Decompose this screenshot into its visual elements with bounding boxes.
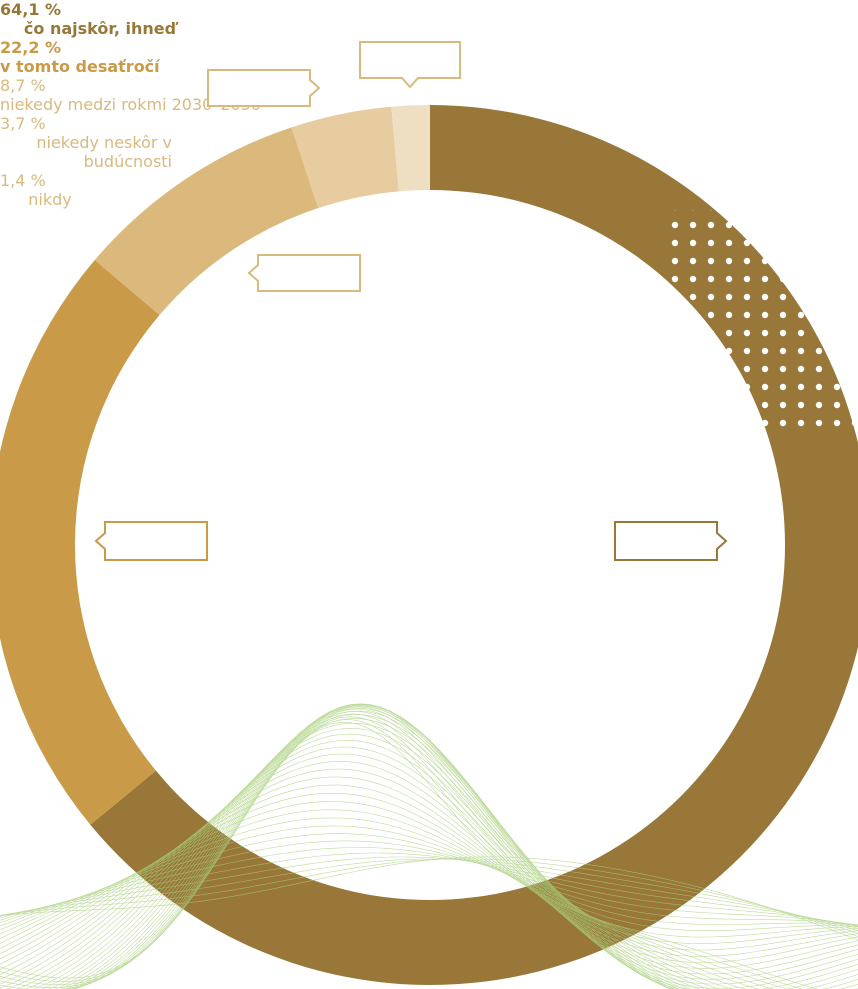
decor-wave — [48, 707, 676, 989]
decor-wave — [33, 714, 858, 989]
decor-wave — [0, 856, 858, 941]
decor-wave — [0, 840, 858, 926]
decor-wave — [0, 833, 858, 927]
donut-segment — [291, 106, 399, 209]
category-label: v tomto desaťročí — [0, 57, 160, 76]
decor-wave — [0, 713, 774, 989]
decor-wave — [0, 817, 858, 935]
decor-wave — [0, 809, 858, 939]
decor-wave — [25, 718, 858, 989]
donut-segment — [391, 105, 430, 192]
decor-dots — [668, 210, 858, 432]
value-label: 8,7 % — [0, 76, 46, 95]
decor-wave — [0, 852, 858, 929]
category-label: nikdy — [28, 190, 72, 209]
value-label: 3,7 % — [0, 114, 46, 133]
decor-wave — [54, 705, 680, 989]
decor-wave — [16, 722, 858, 989]
decor-wave — [60, 704, 685, 989]
value-label-box — [359, 41, 461, 89]
category-label: niekedy medzi rokmi 2030–2050 — [0, 95, 262, 114]
category-label: čo najskôr, ihneď — [23, 19, 177, 38]
category-label: niekedy neskôr v budúcnosti — [36, 133, 172, 171]
value-label: 22,2 % — [0, 38, 62, 57]
decor-wave — [6, 727, 858, 989]
value-label: 64,1 % — [0, 0, 62, 19]
decor-wave — [41, 710, 858, 989]
decor-wave — [0, 858, 858, 934]
decor-wave — [0, 708, 746, 989]
value-label-box — [207, 69, 321, 107]
decor-wave — [0, 825, 858, 931]
labels: 64,1 % čo najskôr, ihneď 22,2 % v tomto des… — [0, 0, 858, 209]
decor-wave — [0, 847, 858, 927]
value-label: 1,4 % — [0, 171, 46, 190]
value-label-box — [247, 254, 361, 292]
decor-wave — [0, 711, 760, 989]
decor-wave — [0, 856, 858, 931]
donut-segment — [0, 260, 160, 825]
value-label-box — [614, 521, 728, 561]
decor-waves — [0, 703, 858, 989]
value-label-box — [94, 521, 208, 561]
decor-wave — [73, 704, 720, 989]
donut-segment — [94, 127, 319, 316]
